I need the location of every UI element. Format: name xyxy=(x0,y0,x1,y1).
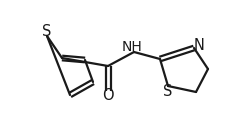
Text: O: O xyxy=(102,89,114,104)
Text: S: S xyxy=(163,83,173,98)
Text: S: S xyxy=(42,24,52,38)
Text: NH: NH xyxy=(122,40,142,54)
Text: N: N xyxy=(194,37,204,52)
